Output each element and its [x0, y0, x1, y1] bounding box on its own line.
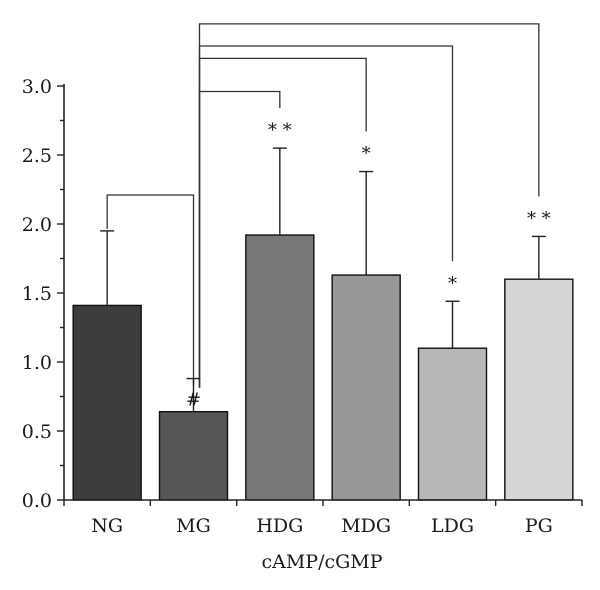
y-tick-label: 1.0 — [22, 352, 52, 374]
y-tick-label: 2.5 — [22, 145, 52, 167]
y-tick-label: 3.0 — [22, 76, 52, 98]
bar-ng — [72, 304, 142, 501]
significance-ldg: * — [448, 273, 457, 294]
bars — [72, 234, 574, 501]
x-axis-title: cAMP/cGMP — [261, 551, 382, 573]
x-axis-labels: NG MG HDG MDG LDG PG — [91, 515, 553, 537]
x-tick-label-ldg: LDG — [431, 515, 474, 537]
bar-mdg — [331, 274, 401, 501]
bracket-mg-ldg — [198, 45, 454, 388]
significance-mg: # — [186, 390, 201, 411]
x-tick-label-ng: NG — [91, 515, 123, 537]
bracket-mg-pg — [198, 23, 540, 388]
bar-ldg — [417, 347, 488, 501]
comparison-brackets — [106, 23, 540, 388]
bar-hdg — [245, 234, 315, 501]
bar-pg — [504, 278, 574, 501]
x-tick-label-hdg: HDG — [256, 515, 303, 537]
significance-markers: # * * * * * * — [186, 120, 551, 411]
x-tick-label-pg: PG — [525, 515, 553, 537]
y-axis-ticks: 0.0 0.5 1.0 1.5 2.0 2.5 3.0 — [22, 76, 64, 512]
x-tick-label-mdg: MDG — [341, 515, 391, 537]
significance-pg: * * — [527, 208, 551, 229]
significance-hdg: * * — [268, 120, 292, 141]
significance-mdg: * — [362, 144, 371, 165]
x-tick-label-mg: MG — [176, 515, 211, 537]
y-tick-label: 1.5 — [22, 283, 52, 305]
y-tick-label: 2.0 — [22, 214, 52, 236]
y-tick-label: 0.5 — [22, 421, 52, 443]
bar-mg — [158, 410, 229, 501]
y-tick-label: 0.0 — [22, 490, 52, 512]
error-bars — [100, 147, 546, 412]
bracket-ng-mg — [106, 194, 195, 386]
